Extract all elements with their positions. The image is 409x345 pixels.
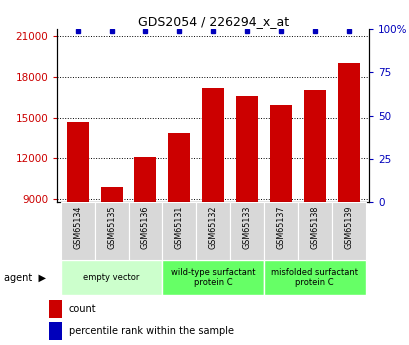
- Bar: [229, 202, 263, 260]
- Bar: [162, 202, 196, 260]
- Text: GSM65131: GSM65131: [174, 206, 183, 249]
- Bar: [162, 260, 263, 295]
- Text: GSM65137: GSM65137: [276, 206, 285, 249]
- Bar: [134, 157, 156, 202]
- Bar: [100, 187, 122, 202]
- Bar: [263, 202, 297, 260]
- Bar: [196, 202, 229, 260]
- Bar: [61, 260, 162, 295]
- Bar: [67, 122, 88, 202]
- Bar: [202, 88, 224, 202]
- Bar: [128, 202, 162, 260]
- Bar: [263, 260, 365, 295]
- Text: misfolded surfactant
protein C: misfolded surfactant protein C: [271, 268, 357, 287]
- Bar: [49, 322, 62, 340]
- Bar: [236, 96, 257, 202]
- Text: agent  ▶: agent ▶: [4, 273, 46, 283]
- Bar: [297, 202, 331, 260]
- Title: GDS2054 / 226294_x_at: GDS2054 / 226294_x_at: [137, 15, 288, 28]
- Text: empty vector: empty vector: [83, 273, 139, 282]
- Text: GSM65134: GSM65134: [73, 206, 82, 249]
- Text: GSM65136: GSM65136: [141, 206, 150, 249]
- Bar: [269, 105, 291, 202]
- Text: percentile rank within the sample: percentile rank within the sample: [69, 326, 233, 336]
- Text: wild-type surfactant
protein C: wild-type surfactant protein C: [171, 268, 255, 287]
- Text: count: count: [69, 304, 96, 314]
- Text: GSM65138: GSM65138: [310, 206, 319, 249]
- Bar: [303, 90, 325, 202]
- Bar: [337, 63, 359, 202]
- Bar: [331, 202, 365, 260]
- Text: GSM65139: GSM65139: [343, 206, 352, 249]
- Text: GSM65135: GSM65135: [107, 206, 116, 249]
- Bar: [94, 202, 128, 260]
- Bar: [61, 202, 94, 260]
- Bar: [168, 132, 190, 202]
- Text: GSM65133: GSM65133: [242, 206, 251, 249]
- Bar: [49, 300, 62, 318]
- Text: GSM65132: GSM65132: [208, 206, 217, 249]
